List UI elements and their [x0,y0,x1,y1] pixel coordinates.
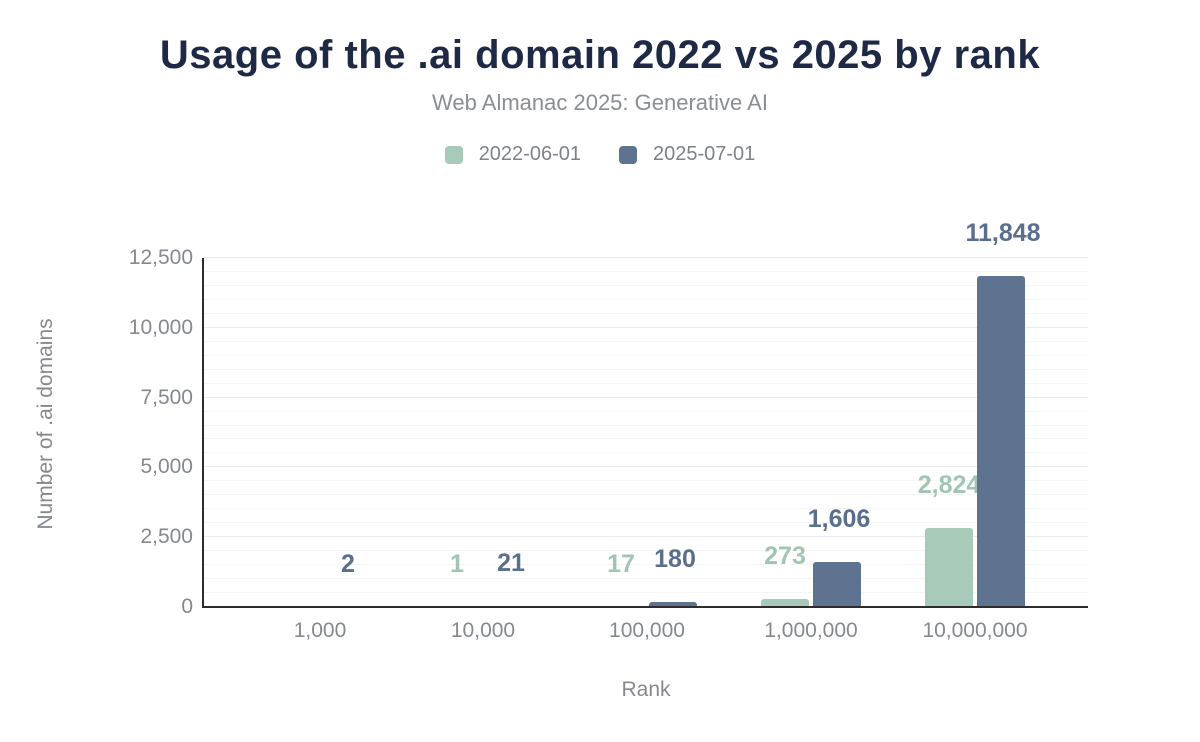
y-tick-label: 5,000 [140,455,193,479]
chart-subtitle: Web Almanac 2025: Generative AI [432,90,768,115]
gridline [204,368,1088,370]
gridline [204,508,1088,510]
gridline [204,578,1088,580]
gridline [204,550,1088,552]
y-tick-label: 0 [181,595,193,618]
gridline [204,494,1088,496]
legend-swatch-icon [619,145,637,164]
gridline [204,438,1088,440]
x-tick-label: 1,000 [293,619,347,642]
y-axis-line [202,258,204,608]
y-tick-label: 10,000 [128,315,193,339]
x-tick-label: 10,000 [450,619,516,642]
gridline [204,410,1088,412]
gridline [204,298,1088,300]
bar-value-label: 273 [764,542,806,571]
gridline [204,466,1088,468]
gridline [204,257,1088,258]
gridline [204,270,1088,272]
gridline [204,340,1088,342]
bar-value-label: 21 [497,549,525,578]
bar-value-label: 180 [654,544,696,573]
gridline [204,564,1088,566]
x-tick-label: 10,000,000 [922,619,1028,642]
bar-value-label: 1,606 [807,505,871,534]
gridline [204,522,1088,524]
bar-value-label: 17 [607,549,635,578]
gridline [204,354,1088,356]
bar-value-label: 2 [341,549,355,578]
bar-2025-07-01-1,000,000[interactable] [813,562,861,607]
y-axis-title: Number of .ai domains [34,318,57,530]
y-tick-label: 2,500 [140,525,193,549]
bar-value-label: 1 [450,549,464,578]
legend-item-2025-07-01[interactable]: 2025-07-01 [619,143,755,166]
gridline [204,424,1088,426]
legend-label: 2025-07-01 [653,143,756,165]
gridline [204,452,1088,454]
gridline [204,592,1088,594]
legend-swatch-icon [444,145,463,164]
x-axis-title: Rank [621,678,671,701]
bar-2022-06-01-1,000,000[interactable] [761,599,809,607]
gridline [204,480,1088,482]
bar-2025-07-01-100,000[interactable] [649,601,697,607]
bar-2022-06-01-10,000,000[interactable] [925,528,973,607]
x-tick-label: 100,000 [609,619,685,642]
bar-2025-07-01-10,000,000[interactable] [977,276,1025,607]
x-axis-line [202,606,1088,608]
bar-value-label: 11,848 [965,219,1041,248]
plot-area: 1 17 273 2,824 2 21 180 1,606 11,848 [204,221,1088,607]
gridline [204,382,1088,384]
chart-title: Usage of the .ai domain 2022 vs 2025 by … [159,33,1041,77]
legend-label: 2022-06-01 [478,143,581,165]
x-tick-label: 1,000,000 [764,619,858,642]
legend-item-2022-06-01[interactable]: 2022-06-01 [444,143,581,166]
bar-value-label: 2,824 [917,471,981,500]
gridline [204,284,1088,286]
gridline [204,312,1088,314]
gridline [204,396,1088,398]
gridline [204,326,1088,328]
legend: 2022-06-01 2025-07-01 [0,143,1200,166]
y-tick-label: 7,500 [140,385,193,409]
gridline [204,536,1088,538]
y-tick-label: 12,500 [128,246,193,269]
